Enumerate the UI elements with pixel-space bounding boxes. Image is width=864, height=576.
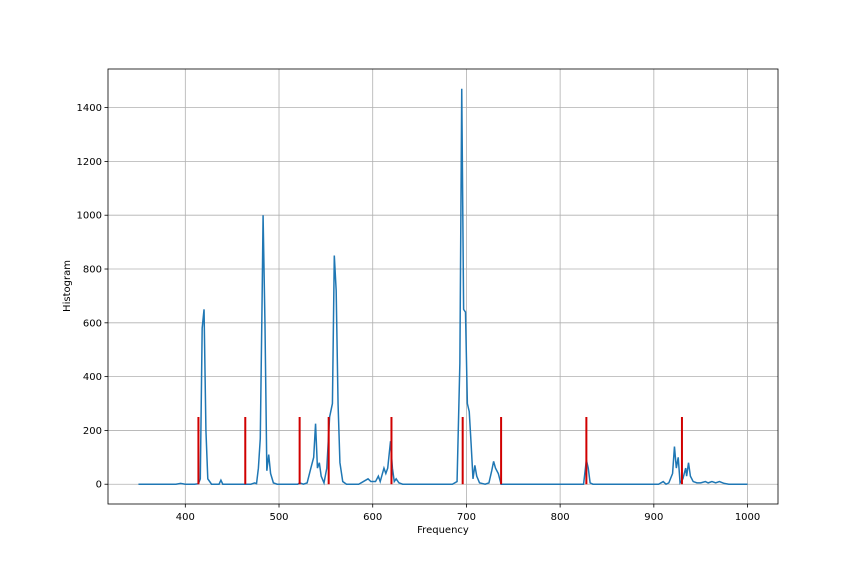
plot-frame: [107, 68, 779, 505]
x-tick-label: 600: [363, 512, 382, 523]
y-tick-label: 200: [83, 426, 102, 437]
y-tick-label: 1400: [77, 103, 102, 114]
x-tick-label: 1000: [735, 512, 760, 523]
data-line: [138, 88, 748, 486]
y-tick-label: 1200: [77, 157, 102, 168]
x-tick-label: 900: [644, 512, 663, 523]
x-tick-label: 400: [176, 512, 195, 523]
x-tick-label: 700: [457, 512, 476, 523]
y-tick-label: 600: [83, 318, 102, 329]
x-axis-label: Frequency: [417, 525, 469, 536]
x-tick-label: 500: [269, 512, 288, 523]
y-tick-label: 800: [83, 265, 102, 276]
y-tick-label: 0: [96, 480, 102, 491]
y-axis-label: Histogram: [62, 260, 73, 312]
y-tick-label: 400: [83, 372, 102, 383]
y-tick-label: 1000: [77, 211, 102, 222]
x-tick-label: 800: [551, 512, 570, 523]
